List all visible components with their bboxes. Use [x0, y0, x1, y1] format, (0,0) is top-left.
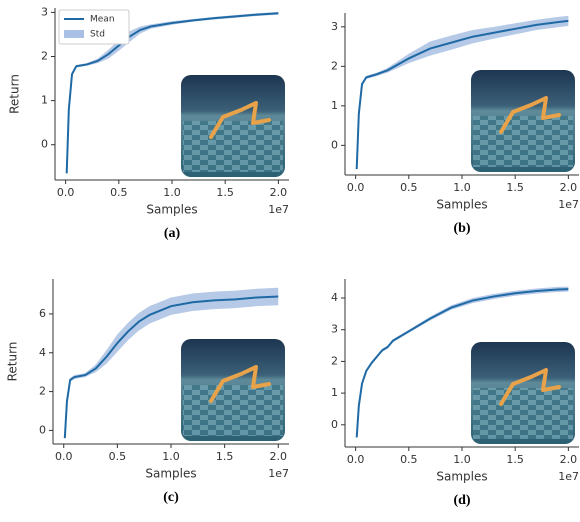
y-tick-label: 0 — [41, 138, 48, 151]
x-offset-label: 1e7 — [558, 470, 579, 483]
y-tick-label: 2 — [41, 50, 48, 63]
y-tick-label: 0 — [331, 418, 338, 431]
x-tick-label: 1.0 — [453, 453, 471, 466]
caption: (d) — [453, 493, 470, 508]
y-tick-label: 0 — [331, 138, 338, 151]
inset-floor — [183, 385, 283, 436]
x-tick-label: 1.0 — [453, 181, 471, 194]
y-tick-label: 2 — [39, 385, 46, 398]
inset-render — [181, 75, 285, 177]
y-tick-label: 2 — [331, 354, 338, 367]
x-offset-label: 1e7 — [268, 467, 289, 480]
y-tick-label: 3 — [41, 5, 48, 18]
panel: 0 1 2 3 0.0 0.5 1.0 1.5 2.0 Samples 1e7 (b) — [331, 13, 579, 236]
x-tick-label: 2.0 — [560, 181, 578, 194]
x-tick-label: 1.5 — [506, 453, 524, 466]
y-tick-label: 3 — [331, 20, 338, 33]
x-tick-label: 0.0 — [347, 453, 365, 466]
legend: Mean Std — [59, 10, 129, 44]
y-tick-label: 4 — [331, 291, 338, 304]
x-tick-label: 2.0 — [270, 450, 288, 463]
y-tick-label: 1 — [41, 94, 48, 107]
x-tick-label: 1.0 — [163, 186, 181, 199]
inset-floor — [183, 121, 283, 172]
inset-render — [181, 339, 285, 441]
y-tick-label: 0 — [39, 423, 46, 436]
x-tick-label: 1.5 — [216, 186, 234, 199]
figure: 0 1 2 3 0.0 0.5 1.0 1.5 2.0 Samples 1e7 Return (a) Me… — [0, 0, 580, 522]
x-tick-label: 0.0 — [55, 450, 73, 463]
panel: 0 2 4 6 0.0 0.5 1.0 1.5 2.0 Samples 1e7 Return (c) — [6, 279, 290, 505]
y-tick-label: 4 — [39, 346, 46, 359]
inset-render — [471, 70, 575, 172]
y-tick-label: 1 — [331, 386, 338, 399]
x-axis-label: Samples — [146, 203, 197, 217]
inset-floor — [473, 388, 573, 439]
x-tick-label: 0.5 — [400, 181, 418, 194]
legend-label: Std — [90, 30, 105, 40]
caption: (b) — [453, 221, 470, 236]
x-tick-label: 1.5 — [506, 181, 524, 194]
x-offset-label: 1e7 — [558, 198, 579, 211]
panel: 0 1 2 3 4 0.0 0.5 1.0 1.5 2.0 Samples 1e7 (d) — [331, 279, 579, 508]
y-tick-label: 6 — [39, 307, 46, 320]
caption: (a) — [164, 226, 181, 241]
x-tick-label: 0.0 — [57, 186, 75, 199]
x-axis-label: Samples — [145, 467, 196, 481]
y-tick-label: 2 — [331, 59, 338, 72]
y-tick-label: 3 — [331, 323, 338, 336]
legend-label: Mean — [90, 15, 115, 25]
x-axis-label: Samples — [436, 470, 487, 484]
inset-floor — [473, 116, 573, 167]
x-tick-label: 0.5 — [110, 186, 128, 199]
caption: (c) — [163, 490, 179, 505]
x-tick-label: 0.5 — [400, 453, 418, 466]
y-axis-label: Return — [8, 74, 22, 114]
x-tick-label: 1.5 — [216, 450, 234, 463]
inset-render — [471, 342, 575, 444]
x-tick-label: 0.5 — [109, 450, 127, 463]
x-tick-label: 2.0 — [560, 453, 578, 466]
y-tick-label: 1 — [331, 99, 338, 112]
x-tick-label: 0.0 — [347, 181, 365, 194]
legend-swatch — [64, 30, 84, 38]
x-offset-label: 1e7 — [268, 203, 289, 216]
x-axis-label: Samples — [436, 198, 487, 212]
panel: 0 1 2 3 0.0 0.5 1.0 1.5 2.0 Samples 1e7 Return (a) Me… — [8, 5, 290, 241]
x-tick-label: 2.0 — [270, 186, 288, 199]
y-axis-label: Return — [6, 342, 20, 382]
x-tick-label: 1.0 — [162, 450, 180, 463]
